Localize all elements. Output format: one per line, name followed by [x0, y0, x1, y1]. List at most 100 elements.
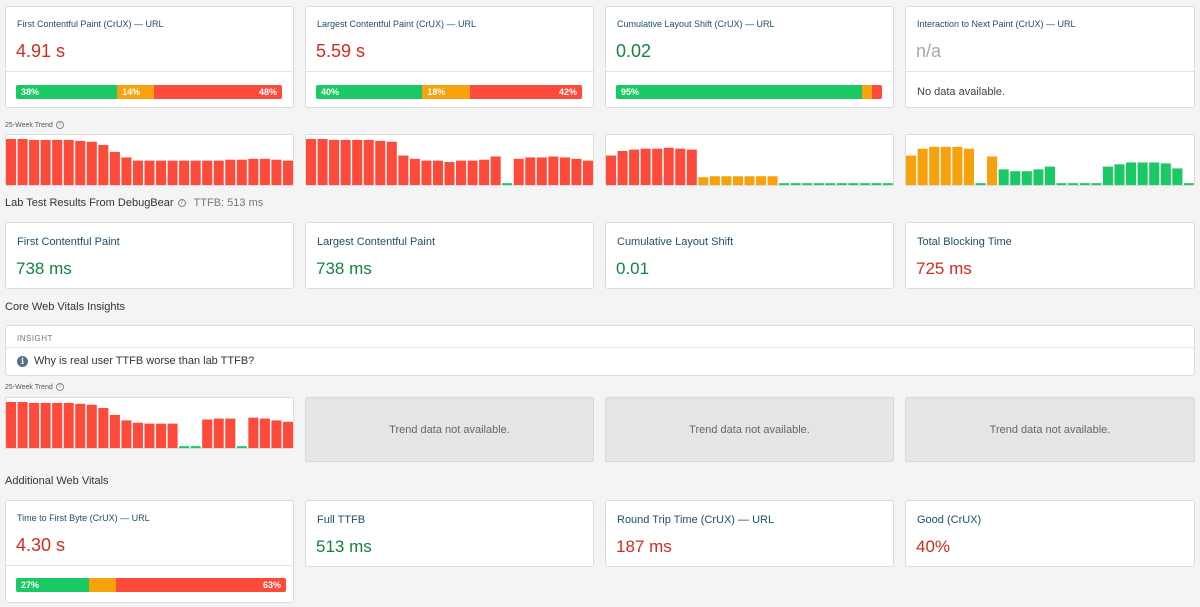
- trend-bar: [179, 446, 190, 448]
- help-icon[interactable]: ?: [55, 383, 64, 391]
- good-segment: 38%: [16, 85, 118, 99]
- trend-bar: [190, 446, 201, 448]
- needs-improvement-segment: 18%: [422, 85, 471, 99]
- trend-bar: [709, 176, 720, 185]
- trend-bar: [663, 147, 674, 185]
- trend-bar: [17, 402, 28, 448]
- trend-bar: [559, 157, 570, 185]
- trend-bar: [179, 160, 190, 185]
- trend-bar: [1114, 164, 1125, 185]
- trend-bar: [917, 148, 928, 185]
- trend-bar: [52, 402, 63, 448]
- trend-chart-lcp[interactable]: [305, 134, 594, 186]
- trend-bar: [1033, 169, 1044, 185]
- trend-bar: [421, 160, 432, 185]
- info-icon: i: [17, 355, 28, 367]
- crux-card-inp[interactable]: Interaction to Next Paint (CrUX) — URL n…: [905, 6, 1195, 108]
- insight-header: INSIGHT: [17, 334, 53, 343]
- trend-bar: [63, 402, 74, 448]
- trend-chart-cls[interactable]: [605, 134, 894, 186]
- insight-text[interactable]: Why is real user TTFB worse than lab TTF…: [34, 355, 255, 367]
- lab-card-tbt[interactable]: Total Blocking Time 725 ms: [905, 222, 1195, 289]
- card-good-crux[interactable]: Good (CrUX) 40%: [905, 500, 1195, 567]
- card-full-ttfb[interactable]: Full TTFB 513 ms: [305, 500, 594, 567]
- insight-row[interactable]: i Why is real user TTFB worse than lab T…: [17, 355, 254, 367]
- trend-bar: [940, 146, 951, 185]
- metric-title: Total Blocking Time: [917, 236, 1012, 248]
- trend-bar: [248, 158, 259, 185]
- trend-bar: [998, 169, 1009, 185]
- trend-bar: [375, 140, 386, 185]
- trend-bar: [1160, 163, 1171, 185]
- metric-value: 725 ms: [916, 259, 972, 278]
- trend-svg: [306, 139, 593, 185]
- trend-bar: [282, 160, 293, 185]
- trend-bar: [929, 146, 940, 185]
- card-round-trip-time[interactable]: Round Trip Time (CrUX) — URL 187 ms: [605, 500, 894, 567]
- trend-bar: [882, 183, 893, 185]
- trend-bar: [386, 141, 397, 185]
- metric-value: 0.01: [616, 259, 650, 278]
- metric-title: Interaction to Next Paint (CrUX) — URL: [917, 19, 1076, 29]
- metric-value: 513 ms: [316, 537, 372, 556]
- crux-card-ttfb[interactable]: Time to First Byte (CrUX) — URL 4.30 s 2…: [5, 500, 294, 603]
- help-icon[interactable]: ?: [177, 199, 186, 207]
- trend-bar: [317, 139, 328, 185]
- trend-bar: [571, 158, 582, 185]
- trend-bar: [1102, 166, 1113, 185]
- metric-value: n/a: [916, 41, 942, 61]
- ttfb-text: TTFB: 513 ms: [193, 197, 264, 209]
- trend-bar: [1183, 183, 1194, 185]
- trend-bar: [456, 160, 467, 185]
- trend-bar: [271, 159, 282, 185]
- trend-bar: [836, 183, 847, 185]
- metric-value: 738 ms: [16, 259, 72, 278]
- lab-card-lcp[interactable]: Largest Contentful Paint 738 ms: [305, 222, 594, 289]
- trend-bar: [144, 423, 155, 448]
- trend-bar: [282, 421, 293, 448]
- trend-bar: [975, 183, 986, 185]
- trend-bar: [225, 418, 236, 448]
- trend-bar: [132, 422, 143, 448]
- trend-bar: [686, 149, 697, 185]
- trend-bar: [52, 139, 63, 185]
- trend-chart-inp[interactable]: [905, 134, 1195, 186]
- poor-segment: 63%: [115, 578, 286, 592]
- lab-card-cls[interactable]: Cumulative Layout Shift 0.01: [605, 222, 894, 289]
- trend-bar: [1172, 168, 1183, 185]
- trend-bar: [202, 419, 213, 448]
- section-title: Additional Web Vitals: [5, 475, 109, 487]
- metric-title: Time to First Byte (CrUX) — URL: [17, 513, 150, 523]
- metric-title: Cumulative Layout Shift (CrUX) — URL: [617, 19, 775, 29]
- trend-chart-fcp[interactable]: [5, 134, 294, 186]
- trend-bar: [756, 176, 767, 185]
- crux-card-cls[interactable]: Cumulative Layout Shift (CrUX) — URL 0.0…: [605, 6, 894, 108]
- trend-bar: [40, 139, 51, 185]
- help-icon[interactable]: ?: [55, 121, 64, 129]
- trend-bar: [75, 140, 86, 185]
- trend-label: 25-Week Trend ?: [5, 121, 64, 129]
- trend-bar: [1149, 162, 1160, 185]
- trend-bar: [1068, 183, 1079, 185]
- crux-card-lcp[interactable]: Largest Contentful Paint (CrUX) — URL 5.…: [305, 6, 594, 108]
- trend-label-text: 25-Week Trend: [5, 121, 53, 129]
- metric-value: 0.02: [616, 41, 652, 61]
- trend-label-text: 25-Week Trend: [5, 383, 53, 391]
- divider: [306, 71, 593, 72]
- trend-unavailable: Trend data not available.: [905, 397, 1195, 462]
- trend-chart-ttfb[interactable]: [5, 397, 294, 449]
- trend-svg: [606, 147, 893, 185]
- metric-value: 5.59 s: [316, 41, 366, 61]
- trend-bar: [213, 418, 224, 448]
- no-data-text: No data available.: [917, 86, 1006, 98]
- trend-bar: [398, 155, 409, 185]
- trend-bar: [617, 150, 628, 185]
- crux-card-fcp[interactable]: First Contentful Paint (CrUX) — URL 4.91…: [5, 6, 294, 108]
- trend-bar: [329, 139, 340, 185]
- insight-card[interactable]: INSIGHT i Why is real user TTFB worse th…: [5, 325, 1195, 376]
- trend-bar: [906, 155, 917, 185]
- lab-card-fcp[interactable]: First Contentful Paint 738 ms: [5, 222, 294, 289]
- trend-bar: [767, 176, 778, 185]
- metric-title: First Contentful Paint (CrUX) — URL: [17, 19, 164, 29]
- metric-title: Cumulative Layout Shift: [617, 236, 734, 248]
